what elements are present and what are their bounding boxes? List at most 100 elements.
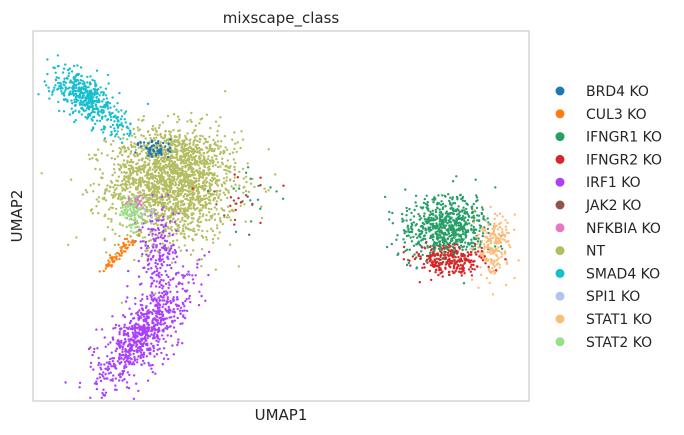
- data-point: [88, 81, 92, 84]
- data-point: [282, 184, 285, 187]
- data-point: [147, 324, 151, 327]
- data-point: [462, 227, 466, 230]
- data-point: [100, 328, 104, 331]
- data-point: [471, 267, 474, 271]
- data-point: [129, 235, 132, 238]
- data-point: [458, 235, 461, 238]
- data-point: [116, 339, 119, 343]
- data-point: [193, 171, 196, 174]
- data-point: [71, 86, 74, 90]
- data-point: [122, 159, 126, 162]
- data-point: [483, 243, 486, 246]
- data-point: [102, 269, 106, 273]
- data-point: [45, 84, 48, 87]
- data-point: [70, 107, 73, 110]
- data-point: [87, 100, 90, 103]
- data-point: [202, 142, 206, 145]
- legend-label: SMAD4 KO: [586, 266, 660, 282]
- data-point: [125, 138, 129, 141]
- data-point: [149, 310, 152, 314]
- data-point: [118, 354, 121, 358]
- data-point: [193, 129, 196, 132]
- data-point: [165, 198, 169, 202]
- data-point: [445, 210, 448, 213]
- data-point: [97, 88, 100, 91]
- data-point: [461, 264, 465, 267]
- data-point: [213, 190, 216, 193]
- data-point: [198, 258, 201, 261]
- data-point: [100, 128, 103, 131]
- legend-marker: [555, 109, 565, 119]
- data-point: [208, 186, 212, 190]
- data-point: [141, 194, 144, 197]
- data-point: [172, 217, 175, 220]
- data-point: [140, 180, 144, 183]
- data-point: [121, 200, 124, 203]
- data-point: [429, 264, 433, 267]
- data-point: [166, 217, 169, 220]
- data-point: [169, 220, 172, 223]
- data-point: [140, 217, 144, 220]
- data-point: [459, 263, 462, 267]
- data-point: [153, 310, 156, 313]
- data-point: [171, 251, 175, 254]
- data-point: [488, 281, 491, 285]
- data-point: [171, 172, 175, 175]
- data-point: [138, 309, 141, 312]
- data-point: [493, 222, 496, 225]
- data-point: [147, 361, 150, 365]
- data-point: [485, 236, 488, 240]
- data-point: [93, 107, 96, 111]
- data-point: [101, 391, 104, 395]
- data-point: [161, 313, 165, 316]
- data-point: [144, 146, 147, 149]
- data-point: [124, 121, 128, 124]
- data-point: [175, 156, 179, 159]
- data-point: [192, 152, 195, 155]
- data-point: [87, 347, 91, 351]
- data-point: [78, 103, 82, 107]
- data-point: [54, 84, 57, 87]
- data-point: [109, 143, 113, 146]
- data-point: [124, 246, 127, 250]
- data-point: [176, 228, 179, 231]
- data-point: [139, 185, 143, 188]
- data-point: [138, 228, 141, 231]
- data-point: [448, 264, 451, 268]
- data-point: [225, 169, 228, 172]
- data-point: [148, 203, 152, 206]
- data-point: [73, 98, 76, 102]
- data-point: [160, 195, 164, 198]
- data-point: [178, 133, 181, 137]
- data-point: [109, 125, 112, 129]
- data-point: [491, 233, 494, 236]
- data-point: [74, 95, 78, 99]
- data-point: [456, 196, 459, 199]
- data-point: [135, 382, 138, 385]
- data-point: [165, 240, 169, 243]
- data-point: [157, 140, 160, 143]
- data-point: [454, 232, 457, 235]
- data-point: [171, 310, 174, 313]
- data-point: [141, 240, 145, 243]
- data-point: [100, 363, 103, 366]
- data-point: [117, 110, 120, 114]
- data-point: [140, 316, 143, 319]
- data-point: [219, 165, 222, 168]
- data-point: [237, 265, 240, 268]
- data-point: [385, 245, 389, 249]
- data-point: [51, 93, 54, 96]
- data-point: [438, 229, 441, 232]
- data-point: [147, 328, 150, 331]
- data-point: [197, 202, 201, 205]
- data-point: [456, 213, 459, 216]
- data-point: [104, 367, 107, 370]
- data-point: [167, 281, 170, 284]
- data-point: [487, 221, 490, 224]
- data-point: [493, 242, 496, 245]
- data-point: [167, 275, 170, 279]
- data-point: [155, 146, 159, 150]
- data-point: [139, 356, 142, 359]
- data-point: [162, 347, 166, 350]
- data-point: [67, 72, 71, 75]
